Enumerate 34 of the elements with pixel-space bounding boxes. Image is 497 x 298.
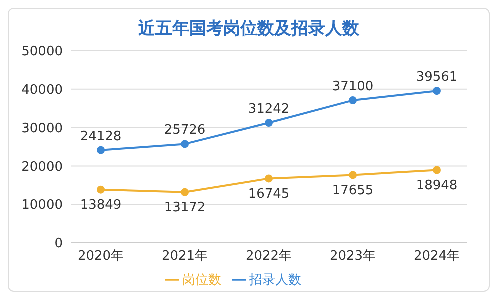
point bbox=[349, 96, 357, 105]
data-label: 24128 bbox=[80, 129, 122, 144]
point bbox=[349, 171, 357, 180]
y-tick-label: 20000 bbox=[22, 160, 63, 175]
legend-label: 岗位数 bbox=[182, 273, 222, 288]
data-label: 18948 bbox=[416, 178, 458, 194]
data-label: 17655 bbox=[332, 183, 374, 198]
x-tick-label: 2023年 bbox=[330, 249, 376, 264]
data-label: 37100 bbox=[332, 80, 374, 95]
point bbox=[181, 188, 189, 196]
legend-label: 招录人数 bbox=[250, 273, 302, 288]
point bbox=[181, 140, 189, 148]
data-label: 13849 bbox=[80, 198, 122, 214]
x-tick-label: 2022年 bbox=[246, 249, 292, 264]
y-tick-label: 10000 bbox=[22, 198, 63, 214]
y-tick-label: 30000 bbox=[22, 121, 63, 136]
data-label: 16745 bbox=[248, 186, 290, 202]
point bbox=[265, 119, 273, 128]
x-tick-label: 2020年 bbox=[78, 249, 124, 264]
y-tick-label: 0 bbox=[54, 236, 63, 252]
data-label: 13172 bbox=[164, 200, 206, 216]
data-label: 25726 bbox=[164, 123, 206, 138]
x-tick-label: 2024年 bbox=[414, 249, 460, 264]
point bbox=[97, 186, 105, 194]
chart-title: 近五年国考岗位数及招录人数 bbox=[138, 18, 360, 41]
point bbox=[433, 166, 441, 174]
data-label: 31242 bbox=[248, 102, 290, 118]
y-tick-label: 40000 bbox=[22, 83, 63, 98]
x-tick-label: 2021年 bbox=[162, 249, 208, 264]
point bbox=[433, 87, 441, 96]
point bbox=[265, 174, 273, 183]
y-tick-label: 50000 bbox=[22, 44, 63, 60]
point bbox=[97, 146, 105, 154]
data-label: 39561 bbox=[416, 70, 458, 86]
